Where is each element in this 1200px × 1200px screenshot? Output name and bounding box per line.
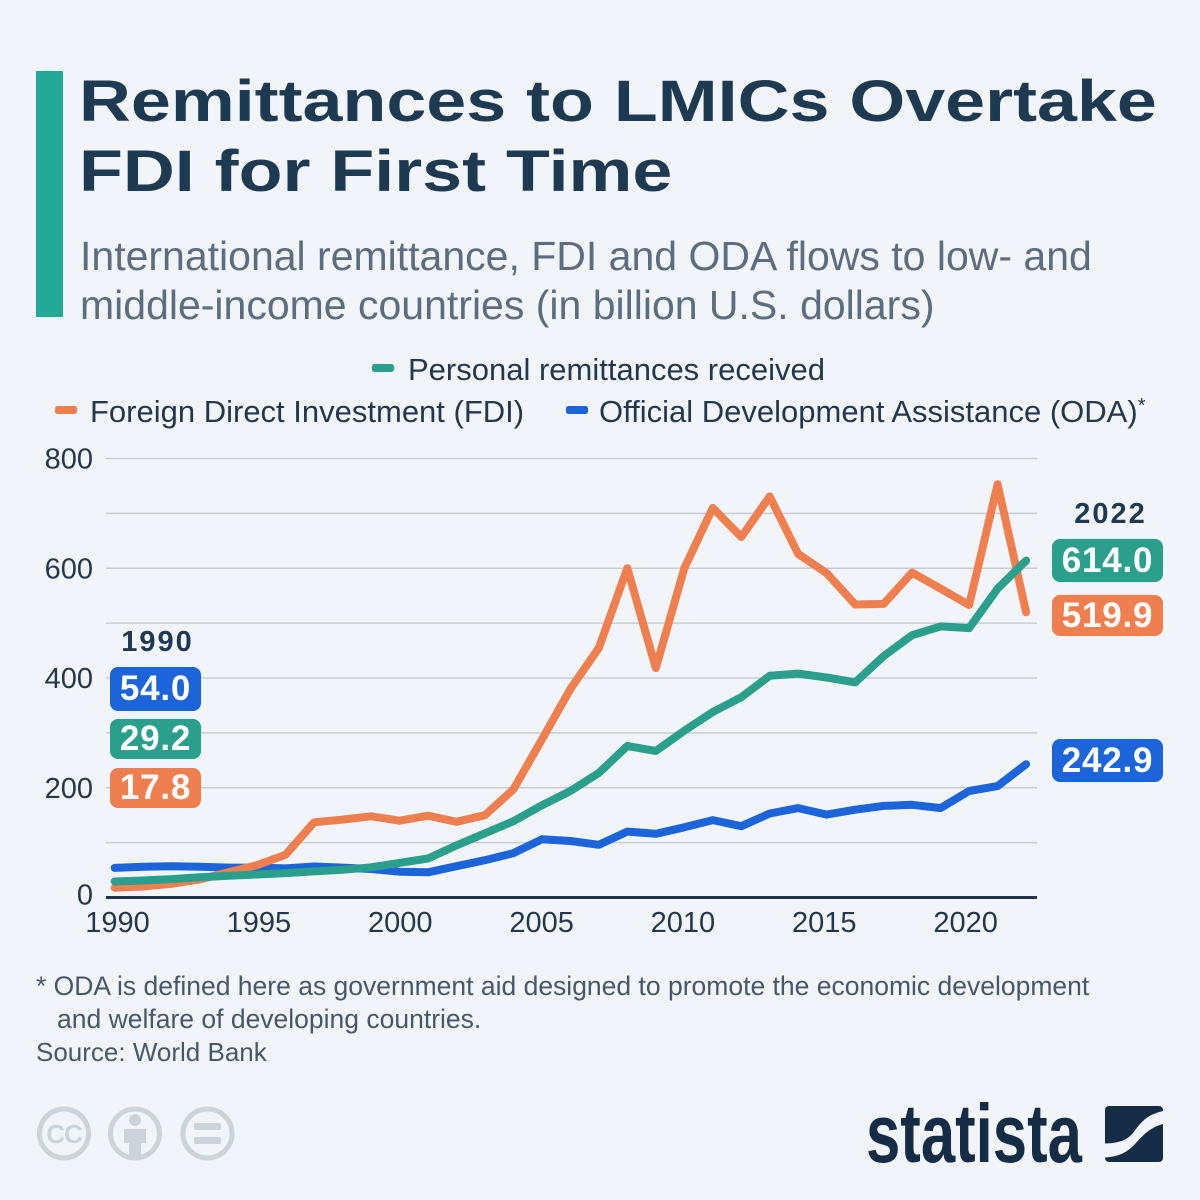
svg-text:200: 200 [45, 773, 93, 805]
svg-text:2000: 2000 [368, 907, 433, 939]
svg-text:2015: 2015 [792, 907, 857, 939]
svg-text:1990: 1990 [85, 907, 150, 939]
svg-text:800: 800 [45, 444, 93, 476]
svg-text:1995: 1995 [227, 907, 292, 939]
svg-text:0: 0 [77, 880, 93, 912]
svg-text:400: 400 [45, 663, 93, 695]
svg-text:2005: 2005 [509, 907, 574, 939]
svg-text:2010: 2010 [651, 907, 716, 939]
svg-text:CC: CC [46, 1119, 83, 1149]
svg-text:600: 600 [45, 553, 93, 585]
svg-text:2020: 2020 [933, 907, 998, 939]
